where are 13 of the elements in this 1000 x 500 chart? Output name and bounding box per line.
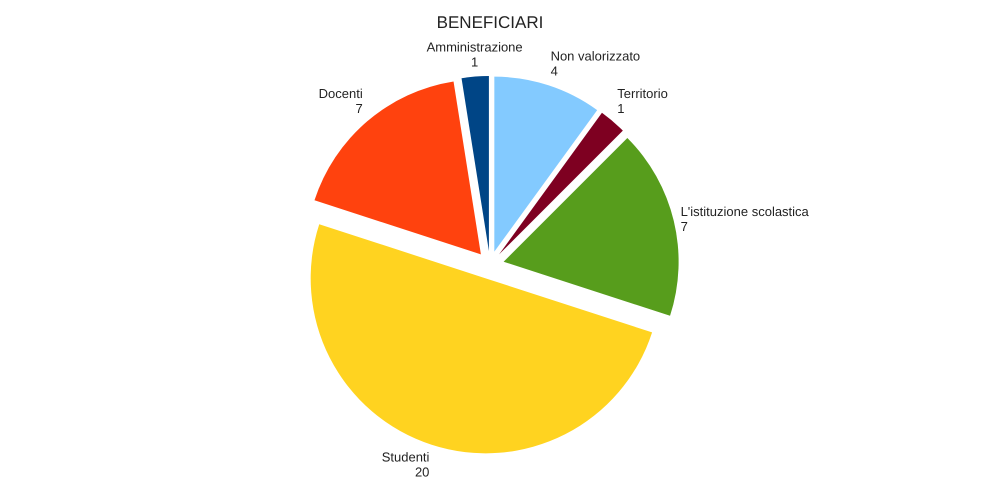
slice-label: Studenti bbox=[382, 449, 430, 464]
slice-label: Non valorizzato bbox=[550, 48, 640, 64]
data-label: 7 bbox=[680, 219, 688, 234]
slice-label: L'istituzione scolastica bbox=[680, 204, 810, 220]
data-label: 1 bbox=[471, 54, 478, 70]
data-label: 7 bbox=[355, 100, 363, 116]
data-label: 1 bbox=[617, 100, 625, 116]
slice-label: Territorio bbox=[617, 86, 668, 101]
data-label: 4 bbox=[550, 64, 558, 79]
data-label: 20 bbox=[414, 464, 430, 480]
chart-title: BENEFICIARI bbox=[436, 13, 544, 32]
slice-label: Docenti bbox=[318, 86, 363, 101]
slice-label: Amministrazione bbox=[426, 40, 523, 55]
